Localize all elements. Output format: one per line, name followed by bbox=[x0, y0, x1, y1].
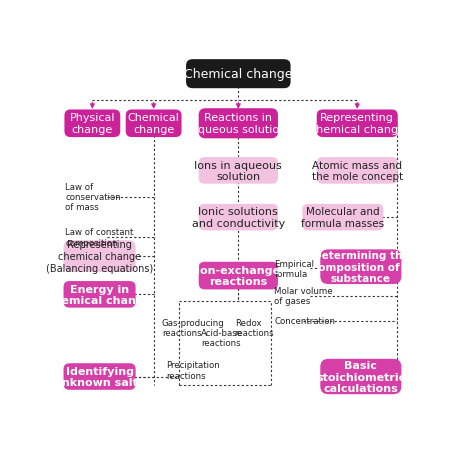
Text: Acid-base
reactions: Acid-base reactions bbox=[201, 328, 243, 347]
FancyBboxPatch shape bbox=[65, 110, 120, 138]
Text: Chemical change: Chemical change bbox=[184, 68, 292, 81]
FancyBboxPatch shape bbox=[199, 109, 278, 139]
FancyBboxPatch shape bbox=[320, 250, 401, 285]
FancyBboxPatch shape bbox=[320, 359, 401, 394]
FancyBboxPatch shape bbox=[317, 110, 398, 138]
FancyBboxPatch shape bbox=[64, 241, 136, 273]
FancyBboxPatch shape bbox=[199, 262, 278, 290]
Text: Representing
chemical change
(Balancing equations): Representing chemical change (Balancing … bbox=[46, 240, 153, 273]
FancyBboxPatch shape bbox=[317, 158, 398, 184]
Text: Ions in aqueous
solution: Ions in aqueous solution bbox=[194, 160, 282, 182]
FancyBboxPatch shape bbox=[126, 110, 181, 138]
Text: Basic
stoichiometric
calculations: Basic stoichiometric calculations bbox=[316, 360, 405, 393]
Text: Molar volume
of gases: Molar volume of gases bbox=[274, 286, 333, 306]
Text: Gas-producing
reactions: Gas-producing reactions bbox=[162, 318, 225, 338]
Text: Concentration: Concentration bbox=[274, 316, 335, 325]
Text: Chemical
change: Chemical change bbox=[128, 113, 179, 135]
Text: Identifying
unknown salts: Identifying unknown salts bbox=[54, 366, 145, 387]
Text: Ion-exchange
reactions: Ion-exchange reactions bbox=[196, 265, 280, 287]
Text: Precipitation
reactions: Precipitation reactions bbox=[166, 361, 220, 380]
Text: Determining the
composition of a
substance: Determining the composition of a substan… bbox=[312, 251, 410, 284]
Text: Molecular and
formula masses: Molecular and formula masses bbox=[301, 207, 385, 229]
FancyBboxPatch shape bbox=[64, 364, 136, 390]
FancyBboxPatch shape bbox=[199, 158, 278, 184]
Text: Empirical
formula: Empirical formula bbox=[274, 259, 314, 279]
Text: Physical
change: Physical change bbox=[70, 113, 115, 135]
FancyBboxPatch shape bbox=[302, 204, 383, 231]
Text: Law of constant
composition: Law of constant composition bbox=[65, 228, 134, 247]
Text: Law of
conservation
of mass: Law of conservation of mass bbox=[65, 182, 121, 212]
Text: Redox
reactions: Redox reactions bbox=[235, 318, 274, 338]
Text: Reactions in
aqueous solution: Reactions in aqueous solution bbox=[191, 113, 286, 135]
Text: Representing
chemical change: Representing chemical change bbox=[310, 113, 405, 135]
Text: Energy in
chemical change: Energy in chemical change bbox=[47, 284, 152, 306]
Text: Ionic solutions
and conductivity: Ionic solutions and conductivity bbox=[192, 207, 285, 229]
FancyBboxPatch shape bbox=[186, 60, 291, 89]
FancyBboxPatch shape bbox=[64, 281, 136, 308]
Text: Atomic mass and
the mole concept: Atomic mass and the mole concept bbox=[312, 160, 403, 182]
FancyBboxPatch shape bbox=[199, 204, 278, 231]
